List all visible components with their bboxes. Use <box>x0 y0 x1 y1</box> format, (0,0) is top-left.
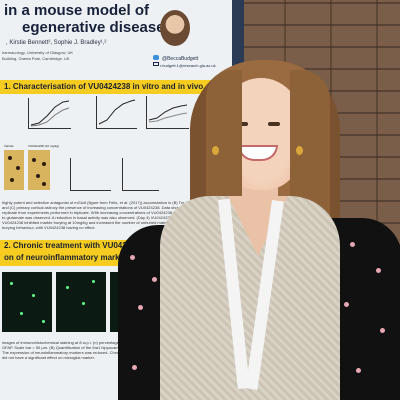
figure-panel-d-plot <box>148 104 188 123</box>
poster-authors: , Kirstie Bennett², Sophie J. Bradley¹,² <box>6 40 107 46</box>
poster-affiliation-1: harmacology, University of Glasgow, UK <box>2 50 74 55</box>
marble-image-label: VU0424238 (10 mg/kg) <box>28 144 60 148</box>
person-eye-right <box>268 122 280 126</box>
figure-panel-f <box>122 158 159 191</box>
marble-test-image-treated: VU0424238 (10 mg/kg) <box>28 144 59 190</box>
earring-right <box>296 146 303 155</box>
section1-caption: highly potent and selective antagonist o… <box>2 200 226 230</box>
section2-caption: images of immunohistochemical staining a… <box>2 340 230 360</box>
section1-heading: 1. Characterisation of VU0424238 in vitr… <box>0 80 232 94</box>
fluorescence-image-1 <box>2 272 52 332</box>
section2-heading-line1: 2. Chronic treatment with VU0424238 modu… <box>4 241 183 250</box>
figure-panel-d <box>146 96 189 129</box>
figure-panel-c-plot <box>98 99 136 125</box>
earring-left <box>212 146 219 155</box>
marble-test-image-vehicle: Vehicle <box>4 144 24 190</box>
marble-image-label: Vehicle <box>4 144 14 148</box>
figure-panel-c <box>96 96 137 129</box>
twitter-icon <box>153 55 159 60</box>
poster-title-line1: in a mouse model of <box>4 2 150 19</box>
figure-panel-b <box>28 98 71 129</box>
mail-icon <box>153 62 159 66</box>
figure-panel-b-plot <box>30 100 70 127</box>
author-photo <box>160 10 190 46</box>
poster-title-line2: egenerative disease <box>22 19 165 36</box>
poster-affiliation-2: Building, Granta Park, Cambridge, UK <box>2 56 70 61</box>
twitter-handle: @BeccaBudgett <box>162 56 199 62</box>
person-eye-left <box>236 122 248 126</box>
section2-heading-line2: on of neuroinflammatory markers in murin… <box>4 253 188 262</box>
figure-panel-e <box>70 158 111 191</box>
fluorescence-image-2 <box>56 272 106 332</box>
author-email: r.budgett.1@research.gla.ac.uk <box>160 63 216 68</box>
